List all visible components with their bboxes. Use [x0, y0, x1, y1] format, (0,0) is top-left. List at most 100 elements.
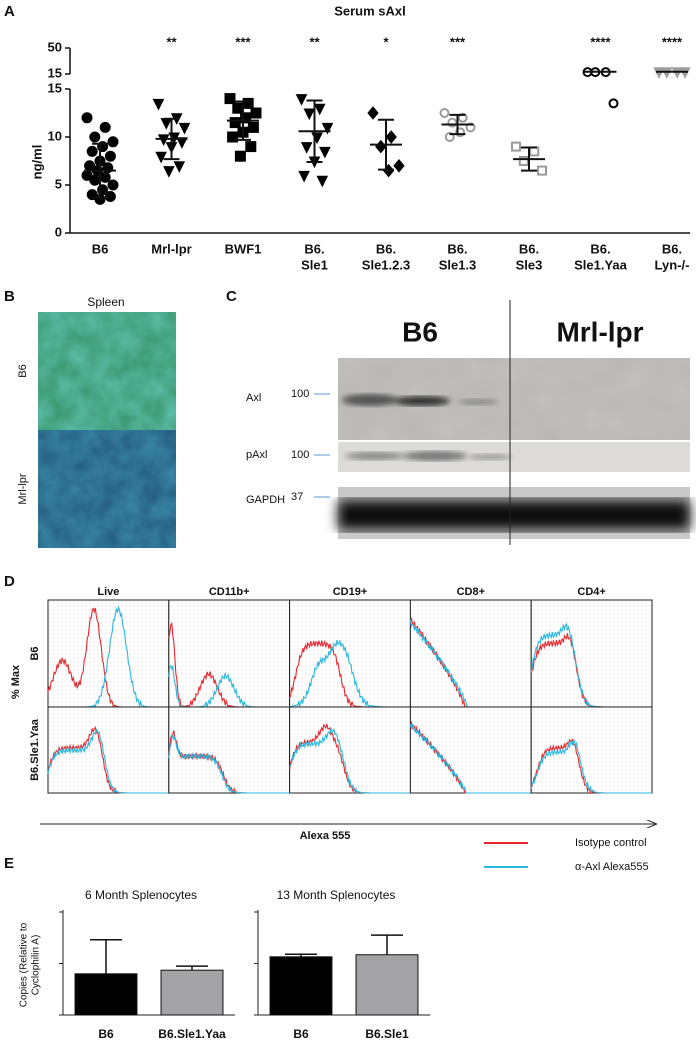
histogram-cell	[289, 706, 411, 794]
data-point	[245, 141, 257, 153]
significance: ***	[235, 34, 251, 49]
data-point	[99, 171, 111, 183]
x-tick-label: Sle1.3	[439, 257, 477, 272]
row-label: Mrl-lpr	[17, 473, 29, 504]
x-tick-label: B6	[98, 1027, 114, 1041]
histogram-curve	[530, 738, 652, 795]
x-tick-label: B6.	[519, 241, 539, 256]
mw-marker: 100	[291, 388, 309, 400]
significance: *	[383, 34, 389, 49]
significance: ***	[450, 34, 466, 49]
panel-label: C	[226, 288, 237, 305]
histogram-cell	[409, 706, 532, 794]
data-point	[303, 108, 316, 121]
data-point	[224, 93, 236, 105]
panel-label: E	[4, 855, 14, 872]
histogram-curve	[168, 734, 290, 794]
sd-whisker	[378, 118, 394, 171]
data-point	[447, 117, 458, 128]
histogram-curve	[409, 722, 532, 794]
y-tick-label: 15	[48, 65, 62, 80]
histogram-cell	[289, 599, 411, 708]
error-bar	[90, 939, 122, 974]
data-point	[393, 159, 405, 173]
x-tick-label: B6.	[662, 241, 682, 256]
x-tick-label: Sle1	[301, 257, 328, 272]
data-point	[319, 146, 331, 159]
data-point	[227, 131, 239, 143]
bar	[355, 954, 419, 1016]
significance: ****	[590, 34, 611, 49]
mw-marker: 37	[291, 491, 303, 503]
data-point	[300, 142, 313, 154]
data-point	[89, 174, 101, 186]
significance: **	[309, 34, 320, 49]
blot-paxl	[338, 442, 690, 472]
column-label: CD4+	[577, 586, 605, 598]
x-tick-label: Sle1.2.3	[362, 257, 410, 272]
data-point	[537, 165, 547, 176]
group-label: B6	[402, 316, 438, 347]
bar	[269, 956, 333, 1016]
error-bar	[371, 934, 403, 955]
x-axis-label: Alexa 555	[300, 830, 351, 842]
x-tick-label: B6.	[447, 241, 467, 256]
data-point	[511, 141, 521, 152]
data-point	[176, 137, 188, 149]
column-label: Live	[97, 586, 119, 598]
data-point	[298, 170, 310, 183]
data-point	[295, 94, 308, 106]
data-point	[247, 121, 259, 133]
micrograph-texture	[38, 312, 176, 430]
x-tick-label: Sle3	[516, 257, 543, 272]
histogram-cell	[168, 706, 291, 794]
y-tick-label: 0	[55, 224, 62, 239]
significance: ****	[662, 34, 683, 49]
y-axis-label: ng/ml	[29, 145, 44, 180]
band-label: pAxl	[246, 449, 267, 461]
x-tick-label: Lyn-/-	[655, 257, 690, 272]
sd-whisker	[521, 146, 537, 172]
histogram-curve	[289, 726, 411, 795]
column-label: CD19+	[333, 586, 368, 598]
data-point	[242, 97, 254, 109]
data-point	[229, 117, 241, 129]
data-point	[234, 150, 246, 162]
data-point	[89, 131, 101, 143]
sd-whisker	[163, 117, 180, 161]
data-point	[104, 150, 116, 162]
y-axis-label: Copies (Relative to	[19, 922, 30, 1007]
row-label: B6	[29, 646, 41, 660]
x-tick-label: B6.	[376, 241, 396, 256]
histogram-cell	[409, 599, 532, 708]
histogram-cell	[168, 599, 291, 708]
data-point	[163, 166, 175, 178]
column-label: CD11b+	[209, 586, 250, 598]
x-tick-label: BWF1	[225, 241, 262, 256]
panel-label: A	[4, 3, 15, 20]
x-tick-label: B6.	[304, 241, 324, 256]
data-point	[313, 103, 326, 116]
data-point	[86, 145, 98, 157]
y-tick-label: 15	[48, 80, 62, 95]
data-point	[518, 156, 529, 166]
x-tick-label: Sle1.Yaa	[574, 257, 628, 272]
legend-label: α-Axl Alexa555	[575, 861, 649, 873]
x-tick-label: B6.	[590, 241, 610, 256]
band-label: Axl	[246, 392, 261, 404]
data-point	[107, 136, 119, 148]
y-axis-label: Cyclophilin A)	[31, 935, 42, 996]
band-label: GAPDH	[246, 494, 285, 506]
micrograph-texture	[38, 430, 176, 548]
row-label: B6	[17, 364, 29, 377]
data-point	[385, 130, 397, 144]
chart-title: Serum sAxl	[334, 3, 406, 18]
data-point	[81, 112, 93, 124]
error-bar	[285, 953, 317, 957]
data-point	[439, 108, 450, 118]
image-title: Spleen	[87, 295, 124, 309]
row-label: B6.Sle1.Yaa	[29, 718, 41, 781]
data-point	[232, 102, 244, 114]
data-point	[250, 107, 262, 119]
